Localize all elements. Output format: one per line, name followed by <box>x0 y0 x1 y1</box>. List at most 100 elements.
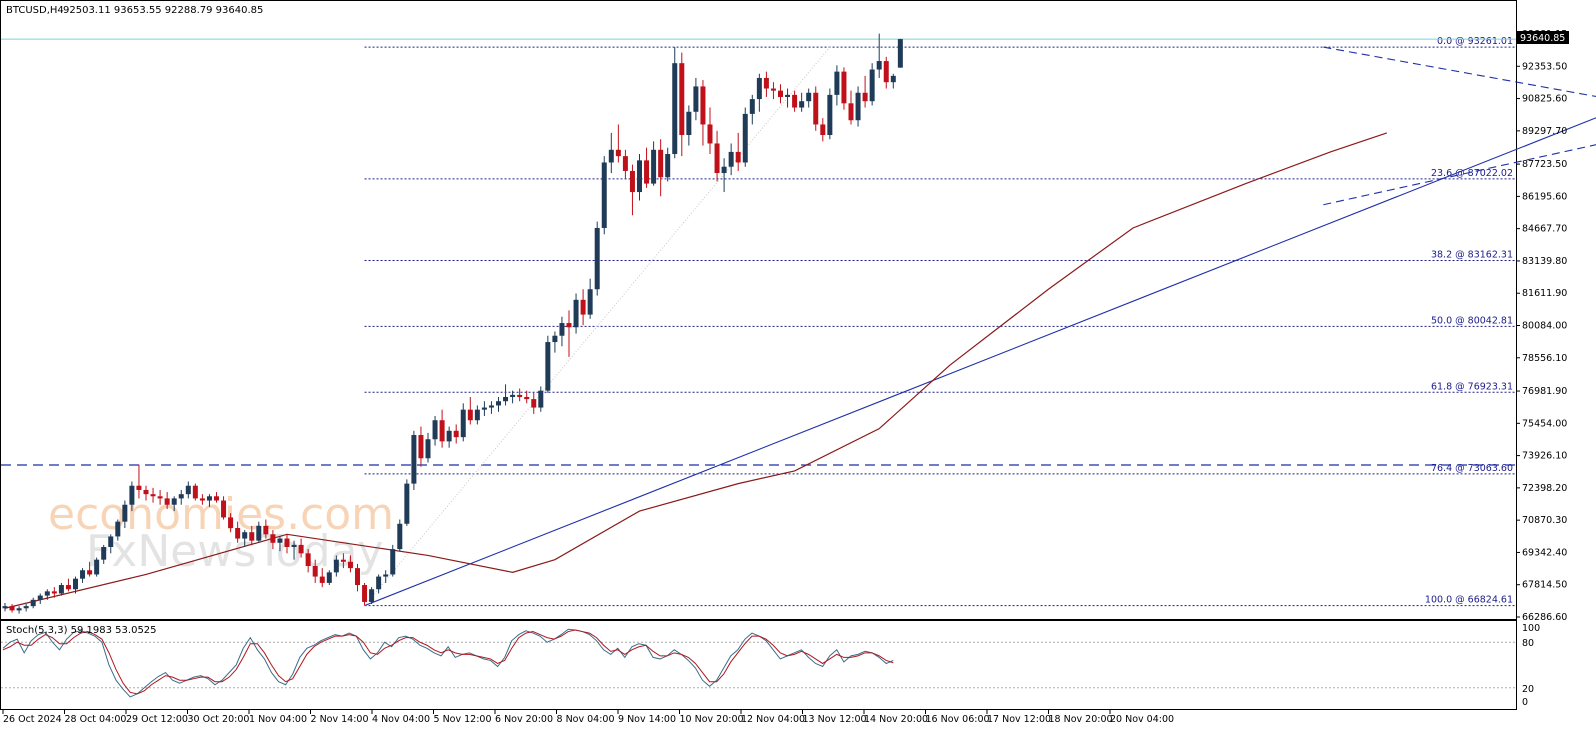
candle-body <box>277 538 283 543</box>
triangle-trendline <box>1323 144 1596 206</box>
candle-body <box>615 149 621 157</box>
candle-body <box>552 335 558 343</box>
candle-body <box>629 170 635 193</box>
fib-level-label: 76.4 @ 73063.60 <box>1431 463 1513 474</box>
candle-body <box>693 86 699 112</box>
candle-body <box>566 323 572 328</box>
candle-body <box>369 589 375 602</box>
candle-body <box>206 496 212 501</box>
stoch-indicator-label: Stoch(5,3,3) 59.1983 53.0525 <box>6 625 157 636</box>
moving-average-line <box>4 132 1387 609</box>
candle-body <box>65 585 71 590</box>
candle-body <box>136 485 142 490</box>
fib-level-label: 50.0 @ 80042.81 <box>1431 315 1513 326</box>
current-price-tag <box>1517 31 1569 44</box>
price-tick-label: 89297.70 <box>1522 126 1567 137</box>
price-tick-label: 84667.70 <box>1522 224 1567 235</box>
candle-body <box>897 39 903 68</box>
candle-body <box>425 439 431 459</box>
candle-body <box>404 483 410 524</box>
triangle-trendline <box>1323 46 1596 98</box>
price-tick-label: 69342.40 <box>1522 547 1567 558</box>
time-tick-label: 5 Nov 12:00 <box>434 714 492 725</box>
time-tick-label: 26 Oct 2024 <box>3 714 62 725</box>
candle-body <box>496 401 501 406</box>
candle-body <box>432 420 438 440</box>
candle-body <box>686 111 692 136</box>
candle-body <box>538 390 544 408</box>
candle-body <box>778 90 783 97</box>
candle-body <box>707 124 713 144</box>
candle-body <box>214 496 219 501</box>
fib-level-label: 100.0 @ 66824.61 <box>1425 595 1513 606</box>
candle-body <box>2 606 8 609</box>
watermark-economies: economies.com <box>48 489 394 540</box>
candle-body <box>460 409 466 438</box>
candle-body <box>820 124 826 136</box>
time-tick-label: 17 Nov 12:00 <box>987 714 1051 725</box>
candle-body <box>665 154 671 178</box>
candle-body <box>827 94 833 136</box>
candle-body <box>728 151 734 167</box>
candle-body <box>376 576 382 590</box>
candle-body <box>876 61 882 70</box>
candle-body <box>651 149 657 184</box>
trendlines-layer <box>4 46 1596 609</box>
candle-body <box>340 559 346 562</box>
main-plot-frame <box>0 0 1517 620</box>
candle-body <box>347 561 353 569</box>
candle-body <box>608 149 614 163</box>
ascending-trendline <box>364 117 1596 607</box>
candle-body <box>108 536 114 547</box>
time-tick-label: 6 Nov 20:00 <box>495 714 553 725</box>
symbol-label: BTCUSD,H4 <box>6 5 64 16</box>
candle-body <box>411 435 417 484</box>
candle-body <box>735 151 741 163</box>
candle-body <box>319 576 325 583</box>
candle-body <box>143 489 149 495</box>
candle-body <box>587 289 593 315</box>
candle-body <box>23 606 29 609</box>
candle-body <box>242 532 248 539</box>
time-tick-label: 28 Oct 04:00 <box>65 714 127 725</box>
candle-body <box>453 430 459 438</box>
time-tick-label: 12 Nov 04:00 <box>741 714 805 725</box>
candle-body <box>580 299 586 315</box>
candle-body <box>742 113 748 163</box>
fib-levels-layer: 0.0 @ 93261.01 23.6 @ 87022.02 38.2 @ 8316… <box>1 36 1516 607</box>
fib-level-label: 38.2 @ 83162.31 <box>1431 249 1513 260</box>
candle-body <box>44 591 50 596</box>
candle-body <box>164 498 170 505</box>
candle-body <box>714 143 720 174</box>
price-tick-label: 67814.50 <box>1522 580 1567 591</box>
fib-level-label: 0.0 @ 93261.01 <box>1437 36 1513 47</box>
candle-body <box>115 521 121 537</box>
price-tick-label: 80084.00 <box>1522 320 1567 331</box>
candle-body <box>249 532 255 541</box>
candle-body <box>488 405 494 408</box>
candle-body <box>171 498 177 505</box>
stoch-signal-line <box>2 629 894 695</box>
fib-level-label: 61.8 @ 76923.31 <box>1431 381 1513 392</box>
time-tick-label: 9 Nov 14:00 <box>618 714 676 725</box>
candle-body <box>806 92 812 102</box>
candle-body <box>355 568 360 586</box>
stochastic-layer: 100 80 20 0 <box>1 623 1540 708</box>
time-tick-label: 18 Nov 20:00 <box>1049 714 1113 725</box>
time-tick-label: 2 Nov 14:00 <box>311 714 369 725</box>
candle-body <box>333 559 339 573</box>
candle-body <box>263 525 269 535</box>
candle-body <box>658 149 664 178</box>
fib-anchor-line <box>364 46 831 606</box>
candle-body <box>30 599 36 607</box>
candle-body <box>101 546 107 560</box>
price-tick-label: 90825.60 <box>1522 94 1567 105</box>
fib-level-label: 23.6 @ 87022.02 <box>1431 168 1513 179</box>
candle-body <box>869 69 875 102</box>
candle-body <box>270 534 276 543</box>
candle-body <box>235 527 241 539</box>
candle-body <box>73 578 78 590</box>
candle-body <box>58 585 64 594</box>
stoch-main-line <box>2 628 894 698</box>
